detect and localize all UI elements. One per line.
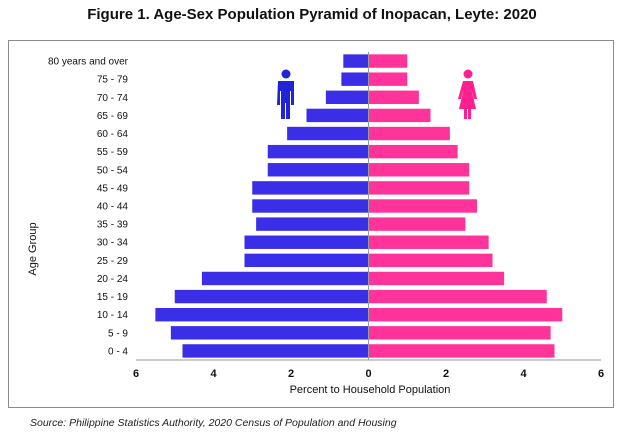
- female-bar: [368, 163, 470, 177]
- y-tick-label: 5 - 9: [108, 328, 128, 339]
- x-tick-label: 6: [133, 368, 139, 380]
- male-bar: [244, 235, 369, 249]
- y-tick-label: 40 - 44: [97, 202, 129, 213]
- male-bar: [287, 126, 369, 141]
- chart-title: Figure 1. Age-Sex Population Pyramid of …: [87, 6, 537, 23]
- x-tick-label: 2: [443, 368, 449, 380]
- male-bar: [267, 163, 369, 177]
- male-bar: [341, 72, 369, 86]
- male-bar: [182, 344, 369, 358]
- x-axis-label: Percent to Household Population: [290, 384, 451, 396]
- x-tick-label: 6: [598, 368, 604, 380]
- male-bar: [170, 326, 369, 340]
- x-tick-label: 4: [210, 368, 217, 380]
- female-bar: [368, 308, 563, 322]
- y-tick-label: 65 - 69: [97, 111, 129, 122]
- y-tick-label: 15 - 19: [97, 292, 129, 303]
- source-note: Source: Philippine Statistics Authority,…: [30, 417, 397, 429]
- y-tick-label: 20 - 24: [97, 274, 129, 285]
- female-bar: [368, 271, 505, 286]
- female-bar: [368, 126, 450, 141]
- y-tick-label: 10 - 14: [97, 310, 129, 321]
- male-bar: [252, 199, 369, 213]
- x-tick-label: 0: [365, 368, 371, 380]
- y-tick-label: 25 - 29: [97, 256, 129, 267]
- y-axis-label: Age Group: [27, 222, 39, 275]
- population-pyramid-chart: 0 - 4 5 - 9 10 - 14 15 - 19 20 - 24 25 - 29 30…: [27, 52, 604, 396]
- y-tick-label: 50 - 54: [97, 165, 129, 176]
- female-bar: [368, 144, 458, 159]
- female-bar: [368, 72, 408, 86]
- male-bar: [155, 308, 369, 322]
- female-bar: [368, 217, 466, 231]
- male-bar: [325, 90, 369, 104]
- male-bar: [244, 253, 369, 268]
- female-bar: [368, 253, 493, 268]
- y-tick-label: 45 - 49: [97, 183, 129, 194]
- female-bar: [368, 54, 408, 68]
- female-icon: [458, 69, 477, 119]
- male-bar: [267, 144, 369, 159]
- male-bar: [256, 217, 369, 231]
- y-tick-label: 70 - 74: [97, 93, 129, 104]
- y-tick-label: 35 - 39: [97, 220, 129, 231]
- y-tick-label: 30 - 34: [97, 238, 129, 249]
- female-bar: [368, 289, 547, 304]
- female-bar: [368, 90, 419, 104]
- male-bar: [174, 289, 369, 304]
- y-tick-label: 0 - 4: [108, 346, 128, 357]
- y-tick-label: 80 years and over: [48, 57, 129, 68]
- x-tick-label: 4: [520, 368, 527, 380]
- y-tick-label: 60 - 64: [97, 129, 129, 140]
- y-tick-label: 55 - 59: [97, 147, 129, 158]
- male-bar: [343, 54, 369, 68]
- female-bar: [368, 326, 551, 340]
- female-bar: [368, 199, 477, 213]
- y-tick-label: 75 - 79: [97, 75, 129, 86]
- male-bar: [306, 108, 369, 123]
- male-bar: [252, 181, 369, 195]
- x-tick-label: 2: [288, 368, 294, 380]
- female-bar: [368, 108, 431, 123]
- chart-area: 0 - 4 5 - 9 10 - 14 15 - 19 20 - 24 25 - 29 30…: [8, 40, 614, 408]
- female-bar: [368, 181, 470, 195]
- female-bar: [368, 235, 489, 249]
- male-icon: [277, 69, 294, 119]
- female-bar: [368, 344, 555, 358]
- male-bar: [201, 271, 369, 286]
